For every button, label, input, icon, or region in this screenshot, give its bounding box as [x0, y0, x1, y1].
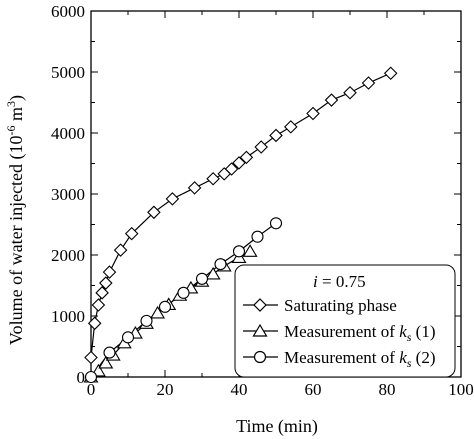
data-point-diamond	[284, 120, 298, 134]
data-point-diamond	[239, 150, 254, 165]
data-point-diamond	[324, 93, 339, 107]
x-tick-label: 0	[87, 380, 96, 399]
y-tick-label: 3000	[51, 185, 85, 204]
y-axis-title: Volume of water injected (10-6 m3)	[4, 95, 27, 345]
data-point-diamond	[232, 156, 246, 170]
x-tick-label: 60	[305, 380, 322, 399]
legend-label-saturating: Saturating phase	[284, 296, 397, 315]
data-point-diamond	[206, 171, 220, 186]
data-point-diamond	[254, 140, 268, 154]
legend: i = 0.75 Saturating phase Measurement of…	[234, 264, 456, 378]
y-tick-label: 0	[77, 368, 86, 387]
data-point-diamond	[113, 243, 128, 257]
y-axis-title-close: )	[6, 95, 27, 101]
data-point-triangle	[205, 266, 221, 280]
legend-entry-ks1: Measurement of ks (1)	[243, 322, 435, 344]
legend-label-ks1-text: Measurement of	[284, 322, 399, 341]
x-tick-label: 20	[157, 380, 174, 399]
y-tick-label: 2000	[51, 246, 85, 265]
x-tick-label: 40	[231, 380, 248, 399]
data-point-circle	[177, 286, 190, 299]
legend-label-ks1: Measurement of ks (1)	[284, 322, 435, 344]
data-point-circle	[214, 258, 227, 271]
data-point-circle	[103, 346, 116, 359]
x-tick-label: 80	[379, 380, 396, 399]
data-point-circle	[84, 370, 98, 384]
data-point-circle	[140, 314, 153, 327]
y-tick-label: 5000	[51, 63, 85, 82]
legend-label-ks1-var: k	[399, 322, 407, 341]
legend-label-ks2-suffix: (2)	[411, 348, 435, 367]
legend-marker-triangle	[252, 323, 268, 337]
legend-label-ks2-text: Measurement of	[284, 348, 399, 367]
data-point-diamond	[102, 265, 117, 279]
data-point-circle	[269, 217, 283, 230]
data-point-diamond	[124, 226, 139, 241]
data-point-diamond	[343, 85, 357, 100]
data-point-diamond	[269, 128, 283, 143]
legend-label-ks1-sub: s	[407, 330, 412, 344]
legend-label-ks2: Measurement of ks (2)	[284, 348, 435, 370]
y-tick-label: 6000	[51, 2, 85, 21]
data-point-circle	[232, 245, 246, 258]
legend-title-var: i	[313, 272, 318, 291]
legend-marker-diamond	[253, 298, 267, 312]
y-axis-title-unit: m	[6, 107, 26, 126]
data-point-diamond	[383, 66, 398, 80]
y-axis-title-main: Volume of water injected (10	[6, 135, 27, 345]
data-point-diamond	[95, 286, 109, 300]
series-markers	[83, 66, 398, 384]
x-tick-label: 100	[448, 380, 474, 399]
data-point-diamond	[187, 181, 202, 195]
data-point-diamond	[87, 316, 102, 331]
data-point-circle	[158, 300, 172, 313]
data-point-diamond	[165, 192, 180, 206]
legend-entry-saturating: Saturating phase	[243, 296, 397, 315]
legend-title-rest: = 0.75	[318, 272, 366, 291]
data-point-diamond	[361, 76, 376, 90]
data-point-triangle	[150, 305, 166, 319]
data-point-diamond	[147, 205, 161, 220]
data-point-circle	[251, 230, 264, 243]
y-axis-title-exp: -6	[4, 125, 18, 135]
data-point-circle	[121, 331, 135, 344]
x-axis-title: Time (min)	[236, 416, 318, 437]
data-point-diamond	[99, 276, 113, 290]
legend-label-ks2-var: k	[399, 348, 407, 367]
data-point-diamond	[224, 162, 239, 176]
data-point-diamond	[84, 350, 98, 365]
legend-label-ks2-sub: s	[407, 356, 412, 370]
data-point-triangle	[98, 355, 114, 369]
legend-label-ks1-suffix: (1)	[411, 322, 435, 341]
y-axis-title-unit-exp: 3	[4, 101, 18, 107]
data-point-diamond	[91, 298, 106, 312]
legend-marker-circle	[253, 350, 267, 364]
legend-box	[234, 264, 456, 378]
data-point-diamond	[306, 106, 320, 121]
y-tick-label: 1000	[51, 307, 85, 326]
legend-title: i = 0.75	[313, 272, 366, 291]
y-tick-label: 4000	[51, 124, 85, 143]
data-point-circle	[195, 272, 209, 285]
data-point-triangle	[242, 244, 258, 257]
legend-entry-ks2: Measurement of ks (2)	[243, 348, 435, 370]
